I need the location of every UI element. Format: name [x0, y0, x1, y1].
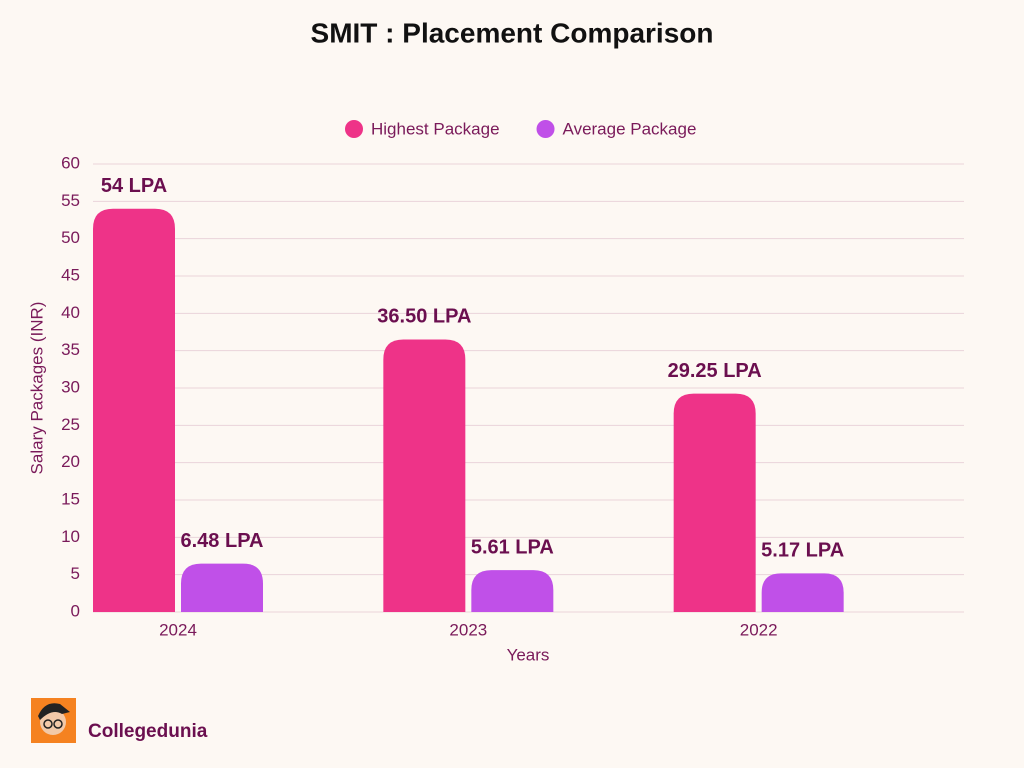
y-tick-label: 35 — [61, 340, 80, 359]
x-tick-label: 2022 — [740, 620, 778, 639]
value-label: 5.61 LPA — [471, 536, 554, 558]
bar — [761, 573, 844, 612]
y-tick-label: 45 — [61, 265, 80, 284]
bar — [93, 208, 175, 613]
bar — [673, 393, 756, 612]
y-tick-label: 25 — [61, 415, 80, 434]
value-label: 5.17 LPA — [761, 540, 844, 562]
value-label: 36.50 LPA — [377, 306, 471, 328]
y-tick-label: 60 — [61, 153, 80, 172]
value-label: 29.25 LPA — [668, 360, 762, 382]
logo-glass — [43, 719, 53, 729]
y-tick-label: 40 — [61, 303, 80, 322]
bar — [471, 570, 554, 612]
y-tick-label: 30 — [61, 377, 80, 396]
x-tick-label: 2023 — [449, 620, 487, 639]
legend-label: Highest Package — [371, 119, 500, 138]
bar — [383, 339, 466, 612]
y-axis-label: Salary Packages (INR) — [27, 302, 46, 475]
y-tick-label: 50 — [61, 228, 80, 247]
y-tick-label: 20 — [61, 452, 80, 471]
legend-marker — [345, 120, 363, 138]
bar — [181, 563, 263, 612]
y-tick-label: 5 — [71, 564, 80, 583]
logo — [31, 698, 76, 743]
y-tick-label: 10 — [61, 527, 80, 546]
x-axis-label: Years — [507, 645, 550, 664]
legend-marker — [536, 120, 555, 138]
x-tick-label: 2024 — [159, 620, 197, 639]
logo-hair — [38, 703, 70, 720]
value-label: 6.48 LPA — [181, 530, 264, 552]
brand: Collegedunia — [88, 721, 208, 742]
y-tick-label: 15 — [61, 489, 80, 508]
chart-title: SMIT : Placement Comparison — [311, 17, 714, 48]
y-tick-label: 0 — [71, 601, 80, 620]
y-tick-label: 55 — [61, 191, 80, 210]
value-label: 54 LPA — [101, 175, 167, 197]
legend-label: Average Package — [563, 119, 697, 138]
logo-glass — [53, 719, 63, 729]
